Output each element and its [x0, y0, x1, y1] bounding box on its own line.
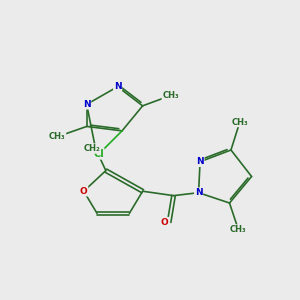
Text: N: N	[114, 82, 122, 91]
Text: N: N	[196, 157, 204, 166]
Text: O: O	[161, 218, 169, 226]
Text: CH₃: CH₃	[232, 118, 248, 127]
Text: N: N	[195, 188, 203, 197]
Text: N: N	[83, 100, 91, 109]
Text: CH₃: CH₃	[49, 132, 66, 141]
Text: Cl: Cl	[93, 149, 104, 159]
Text: CH₂: CH₂	[84, 144, 100, 153]
Text: CH₃: CH₃	[162, 91, 179, 100]
Text: CH₃: CH₃	[230, 225, 247, 234]
Text: O: O	[80, 187, 88, 196]
